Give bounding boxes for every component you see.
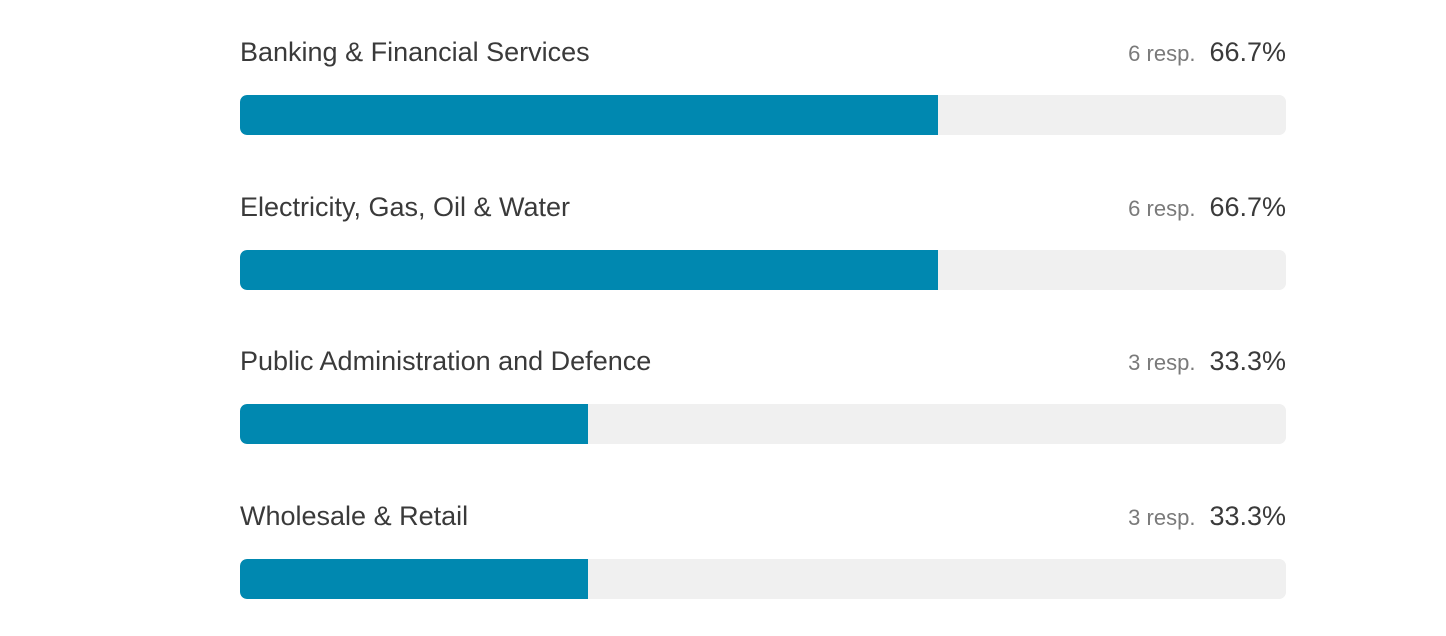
- bar-meta: 6 resp. 66.7%: [1128, 187, 1286, 232]
- percent-label: 33.3%: [1209, 501, 1286, 531]
- percent-label: 33.3%: [1209, 346, 1286, 376]
- bar-fill: [240, 559, 589, 599]
- bar-track: [240, 250, 1286, 290]
- bar-meta: 6 resp. 66.7%: [1128, 32, 1286, 77]
- category-label: Electricity, Gas, Oil & Water: [240, 192, 571, 222]
- bar-row: Banking & Financial Services 6 resp. 66.7%: [240, 0, 1286, 140]
- bar-track: [240, 95, 1286, 135]
- category-label: Wholesale & Retail: [240, 501, 469, 531]
- response-count: 3 resp.: [1128, 505, 1196, 530]
- response-count: 6 resp.: [1128, 41, 1196, 66]
- bar-fill: [240, 250, 938, 290]
- bar-row: Electricity, Gas, Oil & Water 6 resp. 66.7…: [240, 155, 1286, 295]
- bar-row: Public Administration and Defence 3 resp.…: [240, 309, 1286, 449]
- bar-track: [240, 404, 1286, 444]
- response-count: 3 resp.: [1128, 350, 1196, 375]
- response-count: 6 resp.: [1128, 196, 1196, 221]
- category-label: Banking & Financial Services: [240, 37, 590, 67]
- percent-label: 66.7%: [1209, 192, 1286, 222]
- category-label: Public Administration and Defence: [240, 346, 652, 376]
- bar-track: [240, 559, 1286, 599]
- bar-fill: [240, 95, 938, 135]
- bar-meta: 3 resp. 33.3%: [1128, 496, 1286, 541]
- percent-label: 66.7%: [1209, 37, 1286, 67]
- bar-meta: 3 resp. 33.3%: [1128, 341, 1286, 386]
- bar-row: Wholesale & Retail 3 resp. 33.3%: [240, 464, 1286, 604]
- bar-fill: [240, 404, 589, 444]
